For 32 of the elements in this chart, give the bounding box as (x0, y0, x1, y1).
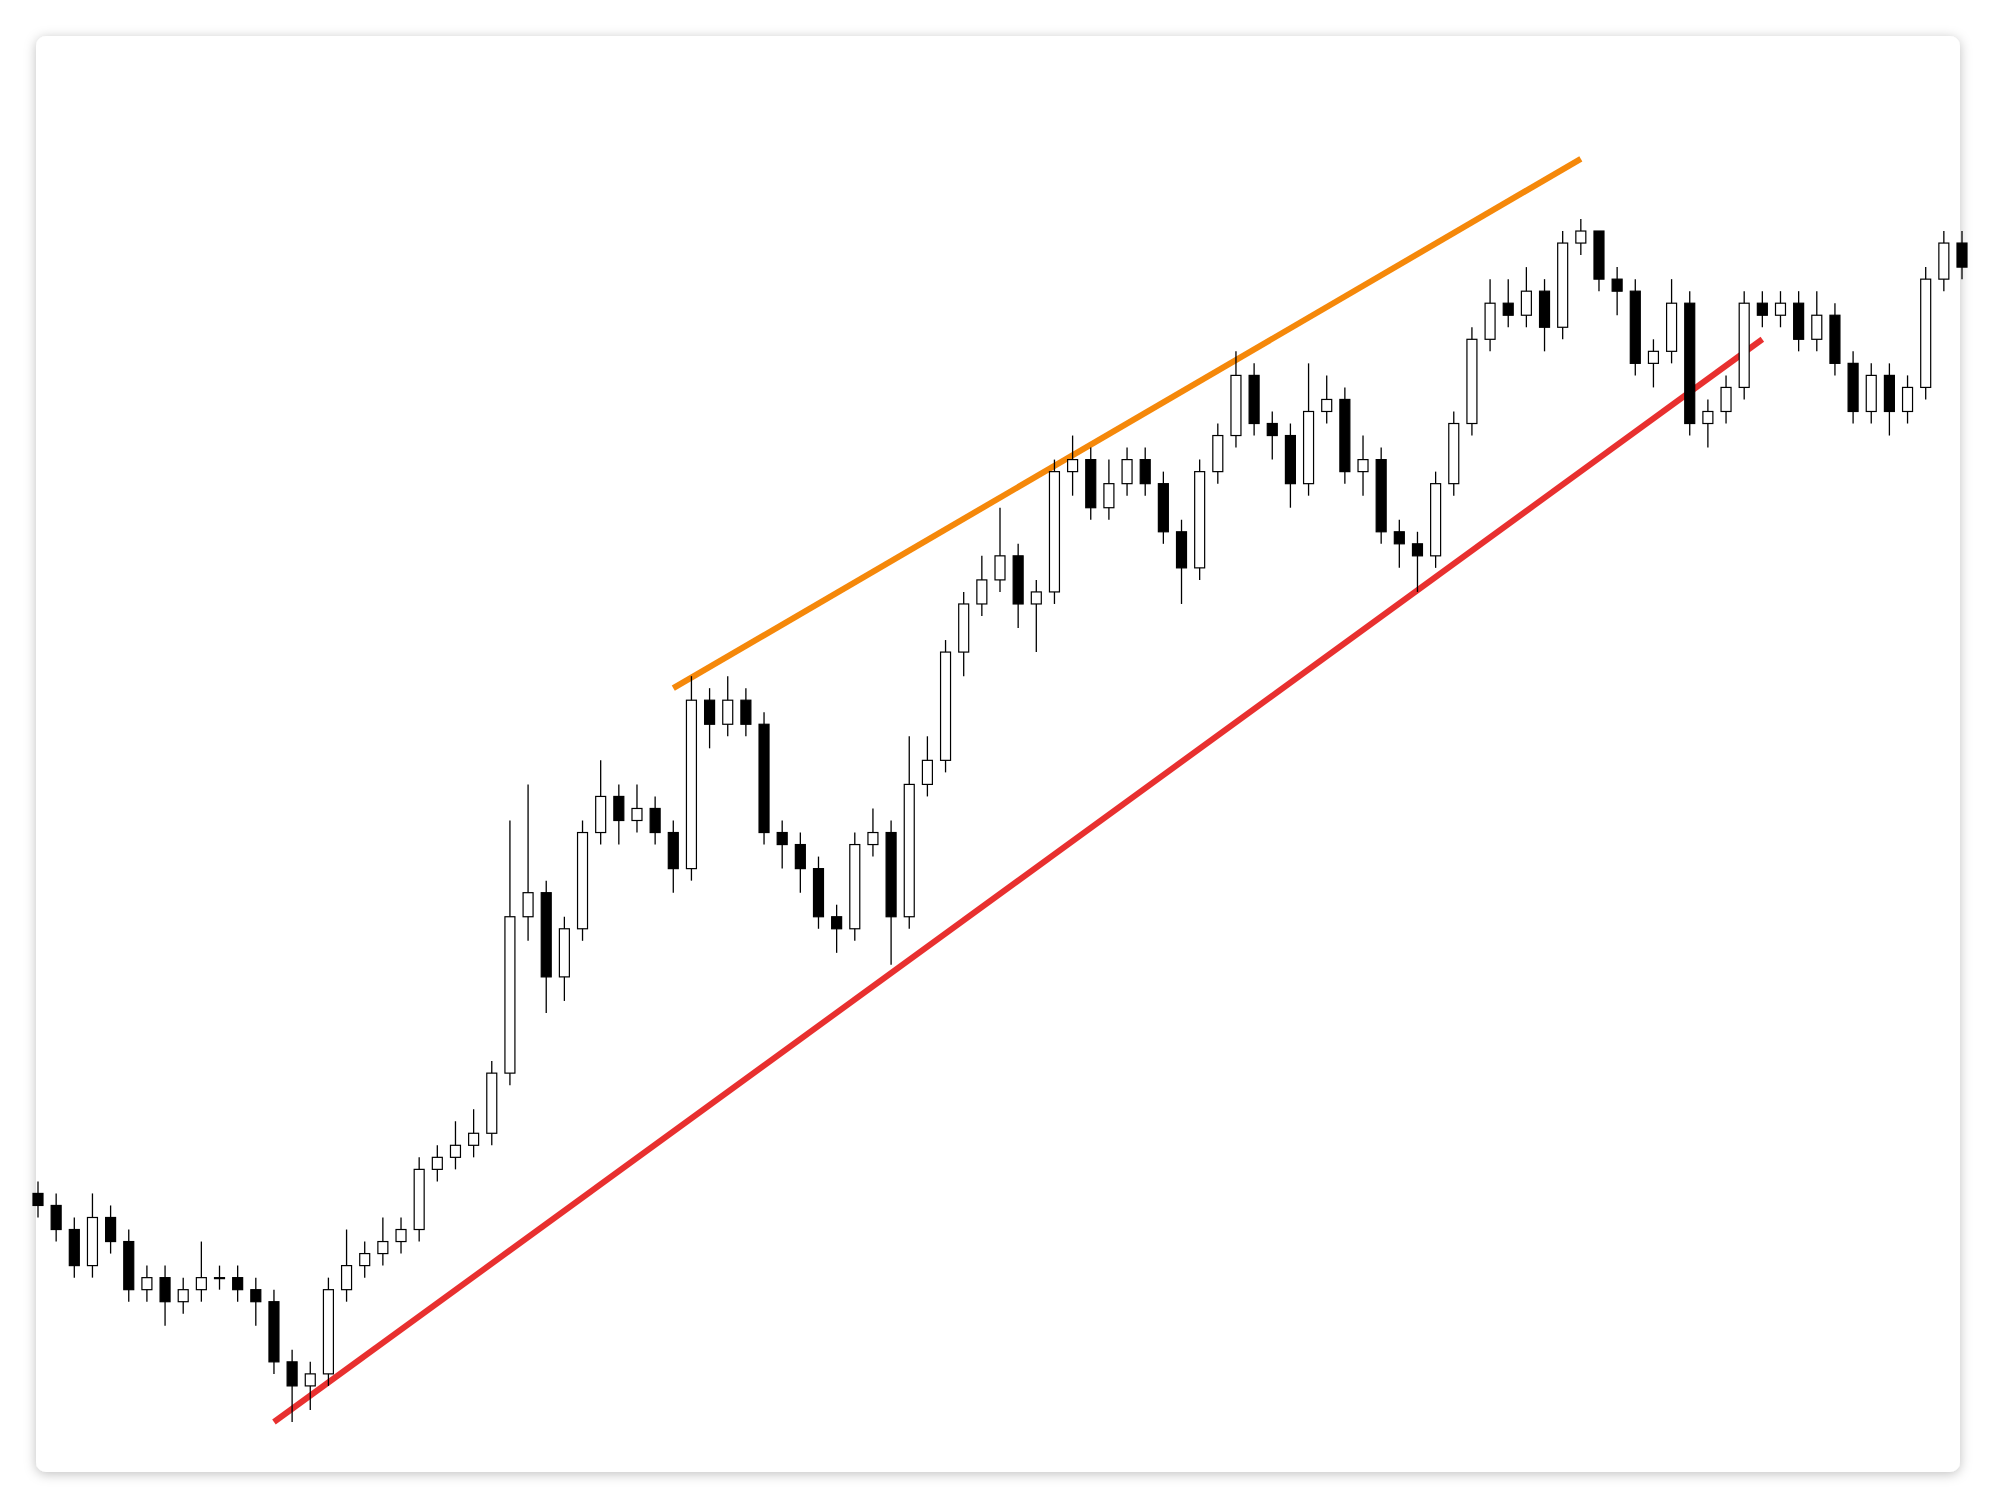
candlestick (1774, 290, 1787, 328)
candlestick (1067, 434, 1079, 497)
candlestick (449, 1120, 462, 1171)
candlestick (831, 904, 843, 954)
candlestick (250, 1276, 262, 1327)
candlestick (776, 819, 788, 870)
candlestick (1647, 338, 1660, 389)
candlestick (1266, 410, 1278, 461)
candlestick (32, 1180, 44, 1219)
candlestick (359, 1240, 371, 1279)
candlestick (468, 1108, 480, 1158)
candlestick (213, 1264, 226, 1291)
candlestick (431, 1144, 443, 1183)
candlestick (1702, 398, 1714, 449)
candlestick (177, 1276, 189, 1315)
candlestick (395, 1216, 407, 1255)
candlestick (1357, 434, 1369, 497)
candlestick (1502, 278, 1514, 328)
candlestick (1411, 531, 1424, 593)
candlestick (304, 1361, 316, 1411)
candlestick (141, 1264, 153, 1303)
candlestick (867, 807, 879, 858)
candlestick (1611, 266, 1623, 316)
candlestick (631, 783, 643, 834)
candlestick (1756, 290, 1768, 328)
candlestick (195, 1240, 207, 1303)
candlestick (1393, 519, 1405, 569)
candlestick (1321, 374, 1333, 425)
candlestick (377, 1216, 389, 1267)
candlestick (232, 1264, 244, 1303)
candlestick (1575, 218, 1587, 256)
candlestick (1030, 579, 1042, 653)
